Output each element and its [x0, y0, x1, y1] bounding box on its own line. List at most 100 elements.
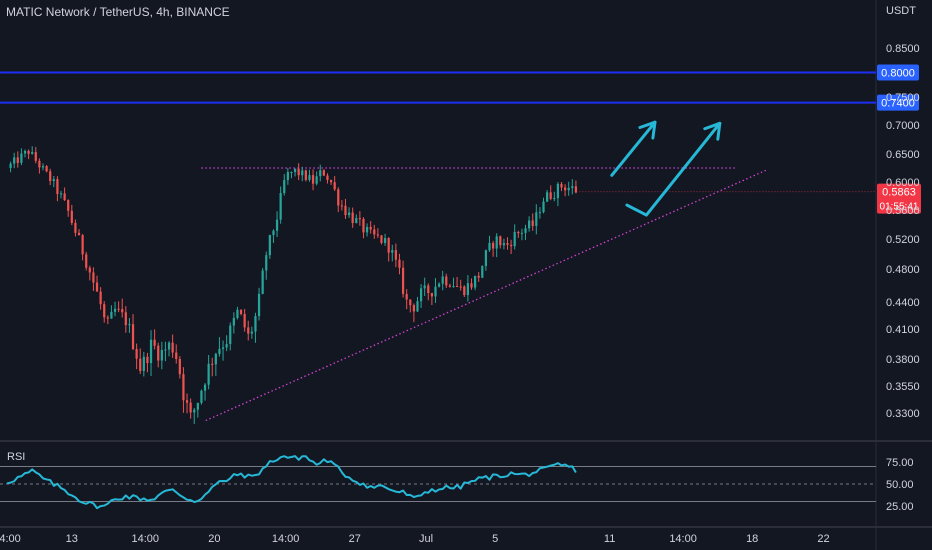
candle-up[interactable]: [571, 186, 574, 188]
candle-down[interactable]: [329, 179, 333, 183]
candle-up[interactable]: [365, 226, 369, 233]
candle-down[interactable]: [499, 236, 502, 246]
candle-down[interactable]: [326, 175, 329, 180]
candle-down[interactable]: [239, 309, 243, 314]
candle-up[interactable]: [218, 348, 221, 354]
candle-up[interactable]: [250, 331, 253, 334]
candle-up[interactable]: [495, 236, 498, 249]
candle-down[interactable]: [574, 186, 578, 193]
candle-down[interactable]: [506, 243, 509, 245]
candle-down[interactable]: [369, 226, 372, 230]
candle-down[interactable]: [394, 250, 397, 260]
candle-up[interactable]: [23, 150, 27, 154]
candle-down[interactable]: [178, 358, 181, 375]
candle-down[interactable]: [63, 193, 66, 201]
candle-down[interactable]: [405, 293, 408, 300]
candle-up[interactable]: [527, 220, 531, 229]
candle-down[interactable]: [70, 210, 73, 223]
candle-up[interactable]: [41, 166, 45, 168]
candle-down[interactable]: [297, 168, 300, 176]
candle-down[interactable]: [131, 324, 135, 350]
candle-up[interactable]: [441, 276, 444, 284]
candle-down[interactable]: [333, 182, 336, 190]
candle-up[interactable]: [538, 212, 542, 214]
candle-down[interactable]: [311, 175, 315, 184]
candle-up[interactable]: [203, 384, 207, 391]
candle-up[interactable]: [167, 342, 171, 350]
candle-up[interactable]: [484, 250, 488, 266]
candle-up[interactable]: [261, 270, 264, 294]
candle-up[interactable]: [567, 187, 570, 191]
candle-up[interactable]: [225, 344, 228, 348]
candle-up[interactable]: [13, 157, 16, 164]
candle-down[interactable]: [463, 286, 466, 296]
candle-down[interactable]: [340, 205, 343, 207]
candle-up[interactable]: [286, 172, 289, 181]
candle-up[interactable]: [275, 219, 279, 231]
candle-down[interactable]: [88, 267, 91, 273]
candle-down[interactable]: [135, 349, 138, 359]
candle-down[interactable]: [304, 170, 307, 180]
candle-down[interactable]: [67, 200, 70, 211]
candle-up[interactable]: [59, 193, 63, 195]
candle-down[interactable]: [182, 374, 185, 401]
candle-down[interactable]: [322, 170, 325, 176]
candle-up[interactable]: [524, 228, 527, 233]
candle-down[interactable]: [427, 285, 430, 294]
candle-up[interactable]: [196, 402, 199, 410]
candle-down[interactable]: [74, 222, 77, 233]
candle-down[interactable]: [124, 312, 127, 326]
candle-up[interactable]: [481, 265, 484, 278]
candle-up[interactable]: [52, 179, 55, 182]
candle-down[interactable]: [171, 342, 174, 353]
candle-down[interactable]: [509, 244, 513, 247]
candle-down[interactable]: [117, 308, 120, 310]
candle-up[interactable]: [149, 339, 153, 364]
candle-up[interactable]: [229, 325, 232, 345]
candle-up[interactable]: [473, 275, 477, 288]
candle-up[interactable]: [207, 363, 210, 385]
candle-down[interactable]: [49, 171, 52, 182]
candle-up[interactable]: [319, 170, 322, 177]
candle-down[interactable]: [139, 358, 142, 371]
candle-up[interactable]: [20, 153, 23, 163]
candle-down[interactable]: [56, 179, 59, 194]
candle-up[interactable]: [265, 255, 268, 271]
candle-up[interactable]: [272, 230, 275, 236]
candle-up[interactable]: [31, 152, 34, 154]
candle-down[interactable]: [455, 286, 459, 288]
candle-up[interactable]: [535, 212, 538, 226]
candle-up[interactable]: [542, 201, 545, 213]
candle-down[interactable]: [344, 205, 347, 216]
candle-down[interactable]: [445, 276, 448, 286]
candle-down[interactable]: [560, 183, 563, 188]
candle-down[interactable]: [380, 235, 383, 243]
candle-down[interactable]: [409, 299, 412, 306]
candle-up[interactable]: [355, 218, 358, 224]
candle-down[interactable]: [85, 254, 88, 268]
candle-down[interactable]: [16, 157, 19, 163]
candle-down[interactable]: [243, 313, 246, 328]
candle-down[interactable]: [362, 218, 365, 233]
candle-up[interactable]: [193, 409, 196, 413]
candle-up[interactable]: [293, 168, 297, 173]
candle-up[interactable]: [437, 283, 441, 287]
candle-down[interactable]: [121, 309, 124, 313]
candle-up[interactable]: [513, 231, 516, 247]
candles-layer[interactable]: [9, 146, 578, 424]
candle-down[interactable]: [401, 267, 405, 294]
candle-down[interactable]: [517, 231, 520, 234]
candle-up[interactable]: [142, 356, 145, 371]
candle-down[interactable]: [34, 152, 37, 161]
candle-down[interactable]: [189, 402, 192, 413]
candle-up[interactable]: [221, 347, 225, 349]
candle-down[interactable]: [247, 327, 250, 334]
candle-down[interactable]: [563, 187, 567, 191]
candle-down[interactable]: [549, 192, 552, 199]
candle-up[interactable]: [466, 283, 470, 296]
candle-down[interactable]: [106, 317, 109, 319]
candle-down[interactable]: [211, 363, 214, 365]
candle-up[interactable]: [283, 180, 286, 194]
candle-up[interactable]: [391, 250, 394, 253]
